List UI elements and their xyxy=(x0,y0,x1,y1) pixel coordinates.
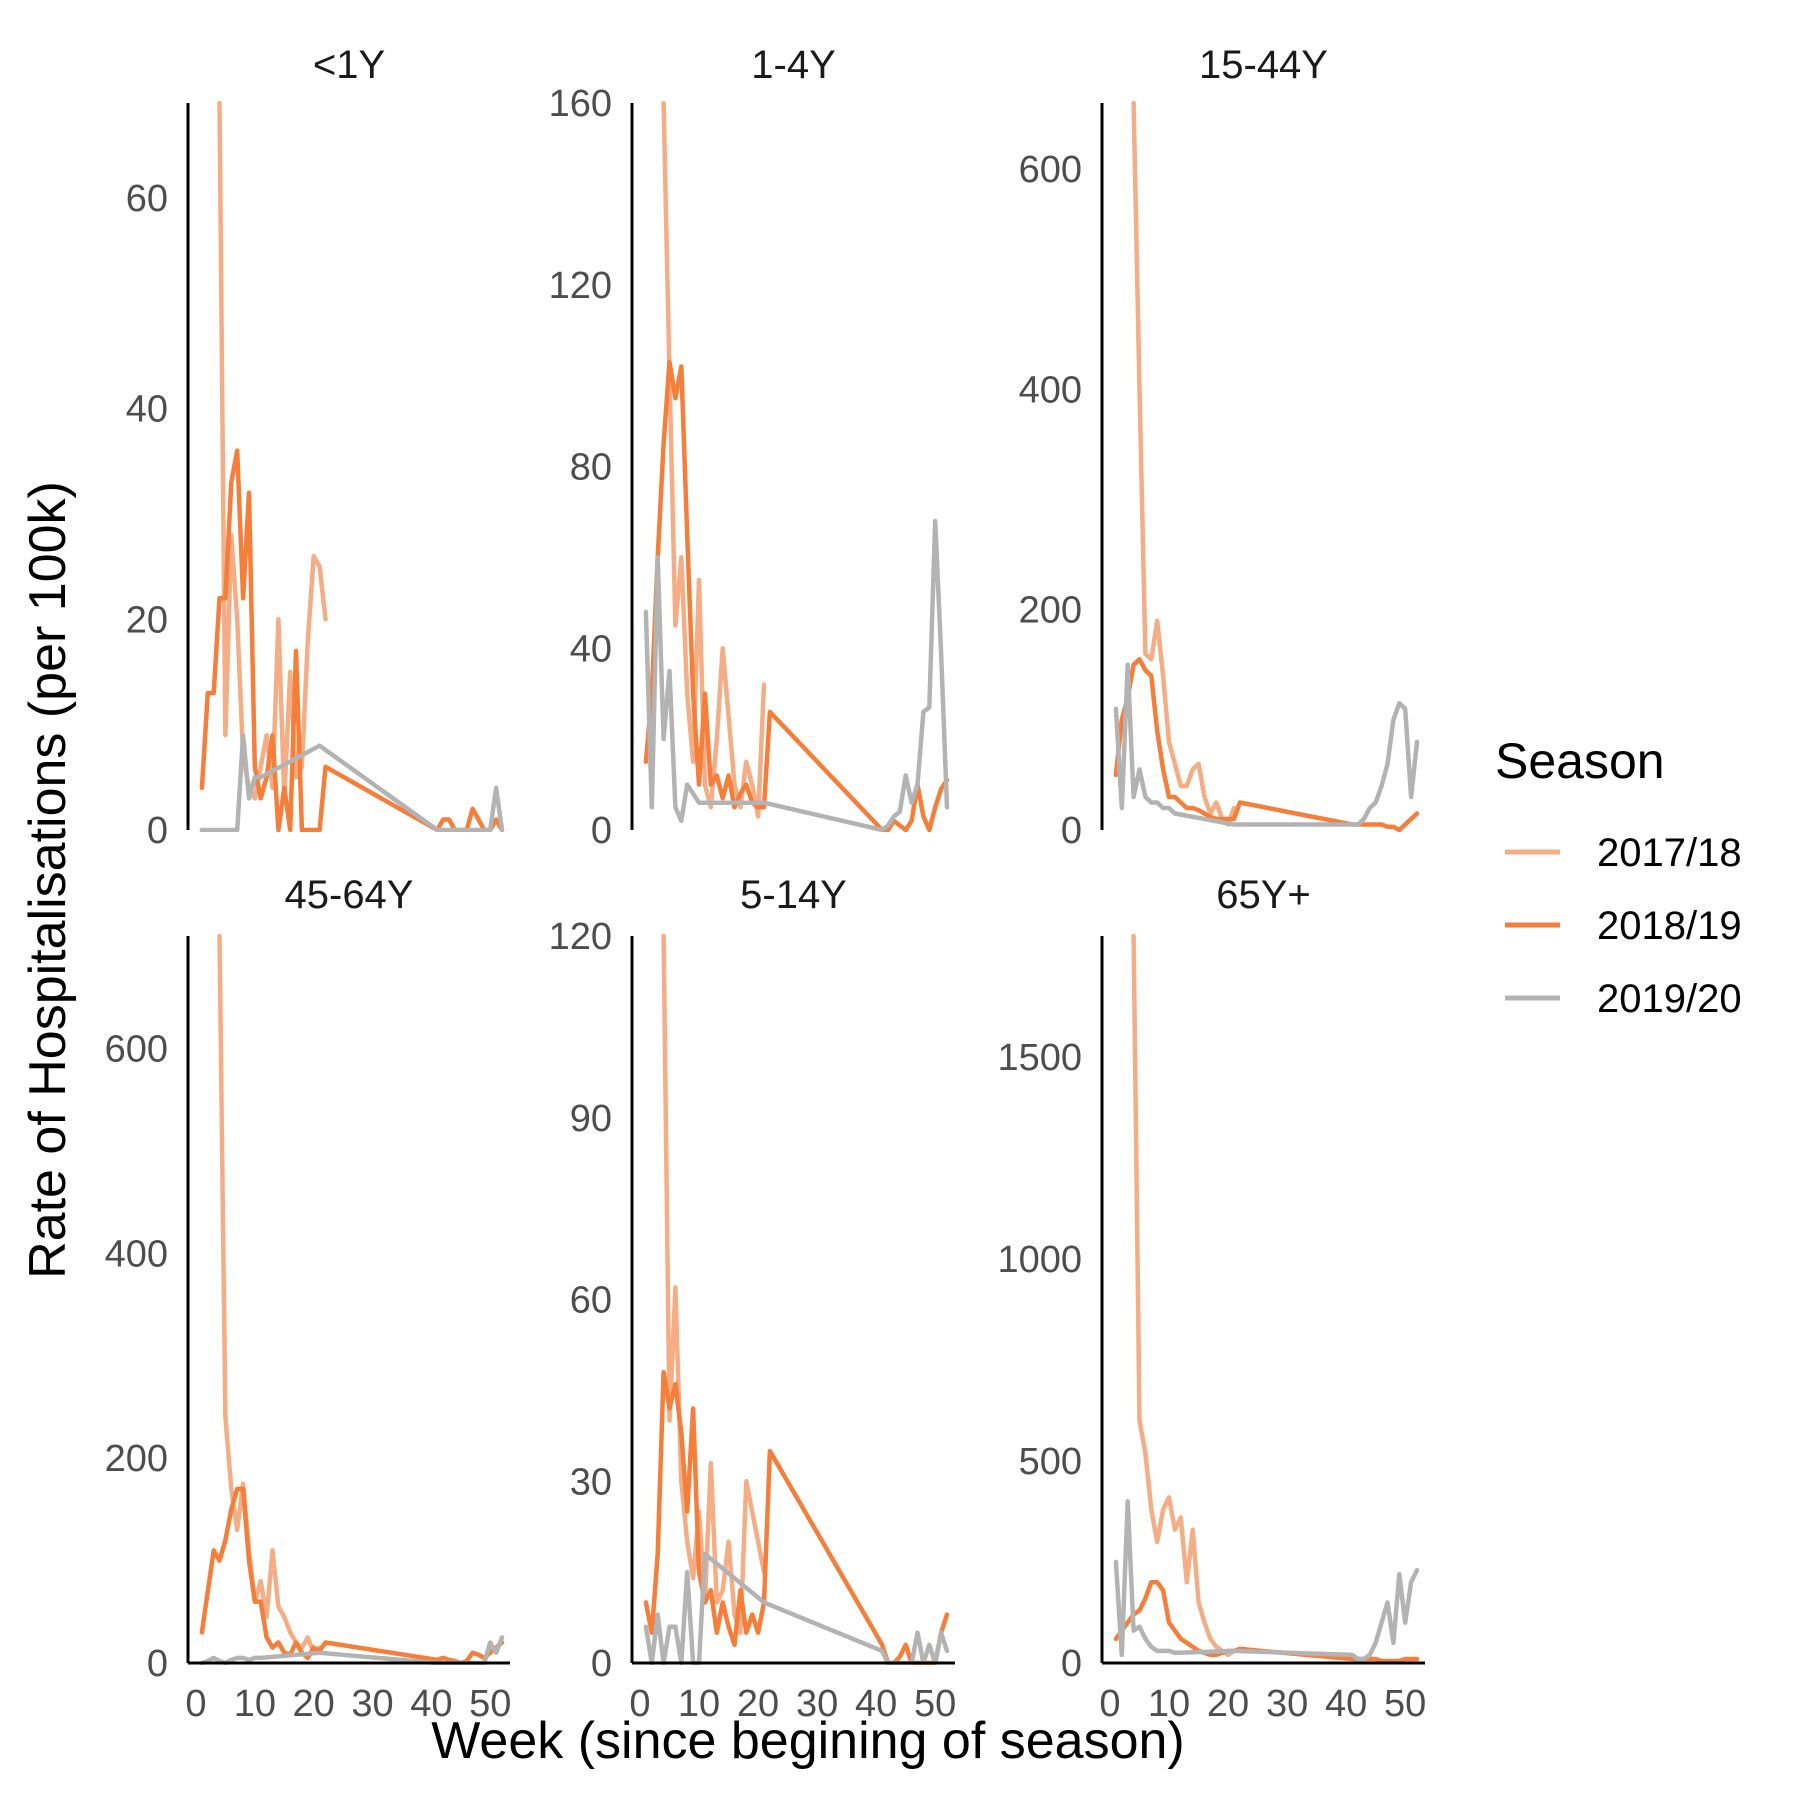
y-tick-label-65y: 500 xyxy=(1019,1441,1082,1483)
y-tick-label-15-44y: 600 xyxy=(1019,149,1082,191)
series-line-5-14y-2017-18 xyxy=(661,934,767,1635)
series-line-15-44y-2019-20 xyxy=(1113,662,1420,827)
y-tick-label-65y: 1500 xyxy=(997,1037,1082,1079)
y-tick-label-1-4y: 120 xyxy=(549,265,612,307)
y-tick-label-65y: 1000 xyxy=(997,1239,1082,1281)
y-tick-label-1y: 20 xyxy=(126,599,168,641)
legend-entry-2019-20: 2019/20 xyxy=(1505,977,1742,1021)
panel-65y: 65Y+ 0 500 1000 1500 0 10 20 30 40 50 xyxy=(997,873,1426,1725)
y-tick-label-5-14y: 60 xyxy=(570,1280,612,1322)
y-tick-label-45-64y: 600 xyxy=(105,1029,168,1071)
x-tick-label-5-14y: 30 xyxy=(796,1683,838,1725)
x-tick-label-45-64y: 40 xyxy=(410,1683,452,1725)
legend-title: Season xyxy=(1495,733,1665,789)
x-tick-label-65y: 40 xyxy=(1325,1683,1367,1725)
series-group-15-44y xyxy=(1113,101,1420,832)
y-tick-label-1y: 0 xyxy=(147,810,168,852)
y-axis-title: Rate of Hospitalisations (per 100k) xyxy=(19,481,77,1279)
series-group-1-4y xyxy=(643,101,950,832)
x-tick-label-65y: 0 xyxy=(1099,1683,1120,1725)
y-tick-label-5-14y: 120 xyxy=(549,916,612,958)
x-tick-label-5-14y: 20 xyxy=(737,1683,779,1725)
x-tick-label-65y: 20 xyxy=(1207,1683,1249,1725)
series-line-15-44y-2018-19 xyxy=(1113,657,1420,832)
y-tick-label-5-14y: 0 xyxy=(591,1643,612,1685)
panel-15-44y: 15-44Y 0 200 400 600 xyxy=(1019,43,1420,852)
series-line-1y-2019-20 xyxy=(199,732,505,832)
y-tick-label-1-4y: 0 xyxy=(591,810,612,852)
legend: 2017/18 2018/19 2019/20 xyxy=(1505,831,1742,1021)
legend-label-2019-20: 2019/20 xyxy=(1597,977,1742,1021)
series-line-1y-2017-18 xyxy=(217,101,328,801)
series-line-65y-2019-20 xyxy=(1113,1499,1420,1662)
series-line-1y-2018-19 xyxy=(199,448,505,832)
panel-title-65y: 65Y+ xyxy=(1216,873,1311,917)
panel-title-45-64y: 45-64Y xyxy=(285,873,414,917)
x-tick-label-45-64y: 20 xyxy=(293,1683,335,1725)
series-group-5-14y xyxy=(643,934,950,1665)
y-tick-label-1y: 60 xyxy=(126,178,168,220)
y-tick-label-15-44y: 0 xyxy=(1061,810,1082,852)
panel-1y: <1Y 0 20 40 60 xyxy=(126,43,505,852)
series-line-1-4y-2019-20 xyxy=(643,518,950,832)
series-group-65y xyxy=(1113,934,1420,1664)
x-tick-label-45-64y: 0 xyxy=(185,1683,206,1725)
series-line-1-4y-2017-18 xyxy=(661,101,767,819)
y-tick-label-1-4y: 80 xyxy=(570,447,612,489)
series-line-45-64y-2018-19 xyxy=(199,1486,505,1665)
x-tick-label-45-64y: 30 xyxy=(351,1683,393,1725)
x-tick-label-65y: 30 xyxy=(1266,1683,1308,1725)
series-line-45-64y-2019-20 xyxy=(199,1635,505,1665)
panel-title-1y: <1Y xyxy=(313,43,385,87)
y-tick-label-45-64y: 0 xyxy=(147,1643,168,1685)
x-tick-label-5-14y: 0 xyxy=(629,1683,650,1725)
y-tick-label-1y: 40 xyxy=(126,389,168,431)
y-tick-label-5-14y: 90 xyxy=(570,1098,612,1140)
legend-label-2018-19: 2018/19 xyxy=(1597,904,1742,948)
x-tick-label-45-64y: 10 xyxy=(234,1683,276,1725)
y-tick-label-65y: 0 xyxy=(1061,1643,1082,1685)
series-group-45-64y xyxy=(199,934,505,1665)
x-tick-label-5-14y: 40 xyxy=(855,1683,897,1725)
legend-label-2017-18: 2017/18 xyxy=(1597,831,1742,875)
series-line-1-4y-2018-19 xyxy=(643,359,950,832)
x-tick-label-5-14y: 50 xyxy=(914,1683,956,1725)
panel-5-14y: 5-14Y 0 30 60 90 120 0 10 20 30 40 50 xyxy=(549,873,957,1725)
y-tick-label-15-44y: 200 xyxy=(1019,590,1082,632)
legend-entry-2018-19: 2018/19 xyxy=(1505,904,1742,948)
series-line-65y-2017-18 xyxy=(1131,934,1237,1658)
panel-45-64y: 45-64Y 0 200 400 600 0 10 20 30 40 50 xyxy=(105,873,512,1725)
x-tick-label-65y: 10 xyxy=(1148,1683,1190,1725)
x-tick-label-45-64y: 50 xyxy=(469,1683,511,1725)
series-line-45-64y-2017-18 xyxy=(217,934,322,1656)
x-tick-label-65y: 50 xyxy=(1384,1683,1426,1725)
y-tick-label-45-64y: 200 xyxy=(105,1438,168,1480)
y-tick-label-45-64y: 400 xyxy=(105,1233,168,1275)
series-group-1y xyxy=(199,101,505,832)
panel-1-4y: 1-4Y 0 40 80 120 160 xyxy=(549,43,950,852)
panel-title-5-14y: 5-14Y xyxy=(740,873,847,917)
series-line-15-44y-2017-18 xyxy=(1131,101,1237,827)
series-line-5-14y-2019-20 xyxy=(643,1551,950,1665)
x-axis-title: Week (since begining of season) xyxy=(431,1712,1184,1770)
series-line-65y-2018-19 xyxy=(1113,1579,1420,1664)
y-tick-label-1-4y: 160 xyxy=(549,83,612,125)
panel-title-15-44y: 15-44Y xyxy=(1199,43,1328,87)
panel-title-1-4y: 1-4Y xyxy=(751,43,836,87)
panels-layer: <1Y02040601-4Y0408012016015-44Y020040060… xyxy=(105,43,1427,1725)
y-tick-label-15-44y: 400 xyxy=(1019,369,1082,411)
x-tick-label-5-14y: 10 xyxy=(678,1683,720,1725)
y-tick-label-5-14y: 30 xyxy=(570,1461,612,1503)
y-tick-label-1-4y: 40 xyxy=(570,628,612,670)
legend-entry-2017-18: 2017/18 xyxy=(1505,831,1742,875)
